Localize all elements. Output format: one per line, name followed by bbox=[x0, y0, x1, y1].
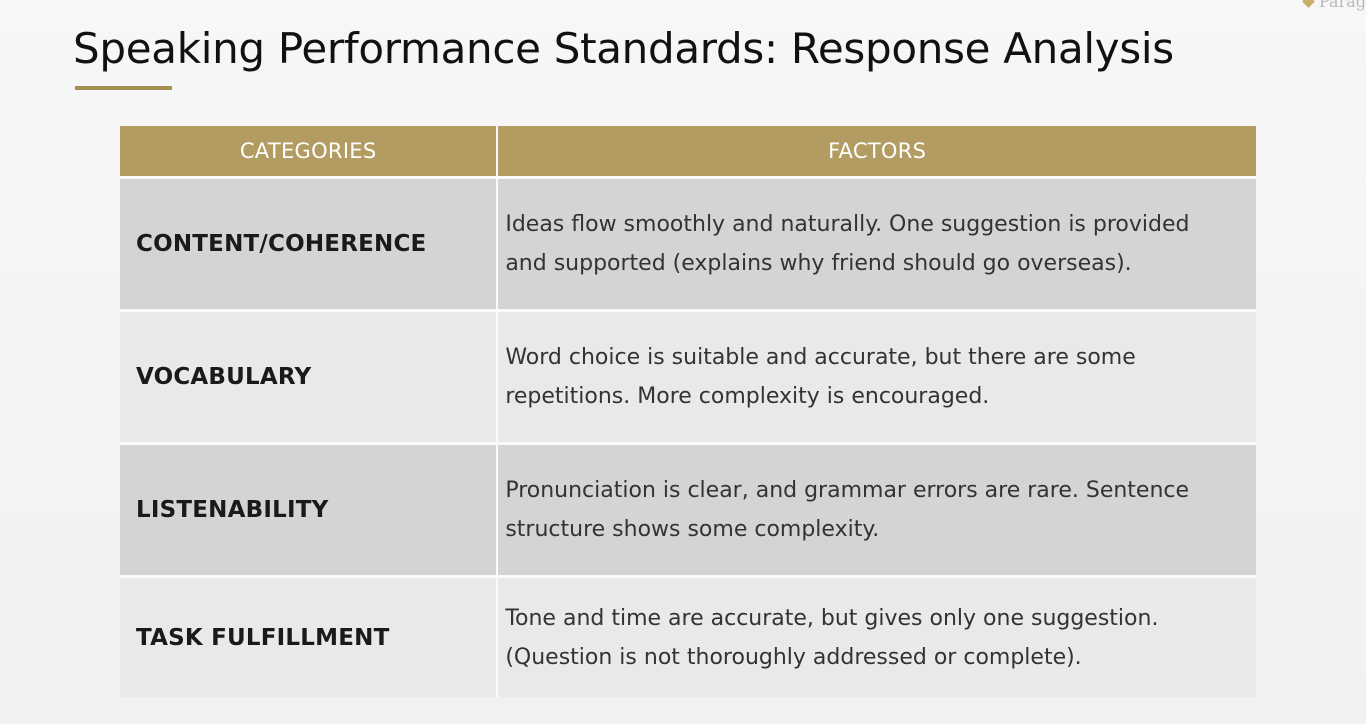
header-factors: FACTORS bbox=[828, 139, 927, 163]
category-cell: TASK FULFILLMENT bbox=[136, 624, 390, 651]
column-divider bbox=[496, 312, 499, 442]
row-separator bbox=[120, 575, 1256, 578]
row-separator bbox=[120, 442, 1256, 445]
header-categories: CATEGORIES bbox=[239, 139, 377, 163]
table-row: LISTENABILITY Pronunciation is clear, an… bbox=[120, 445, 1256, 575]
category-cell: LISTENABILITY bbox=[136, 497, 329, 523]
row-separator bbox=[120, 309, 1256, 312]
factors-cell: Word choice is suitable and accurate, bu… bbox=[505, 345, 1136, 409]
column-divider bbox=[496, 445, 499, 575]
table-row: TASK FULFILLMENT Tone and time are accur… bbox=[120, 578, 1256, 697]
factors-cell: Tone and time are accurate, but gives on… bbox=[505, 605, 1159, 670]
diamond-icon bbox=[1302, 0, 1315, 8]
category-cell: CONTENT/COHERENCE bbox=[136, 231, 427, 257]
brand-logo-text: Parag bbox=[1318, 0, 1366, 11]
table-header-row: CATEGORIES FACTORS bbox=[120, 126, 1256, 176]
header-divider bbox=[496, 126, 499, 176]
table-row: CONTENT/COHERENCE Ideas flow smoothly an… bbox=[120, 179, 1256, 309]
page-title: Speaking Performance Standards: Response… bbox=[73, 24, 1174, 73]
row-separator bbox=[120, 176, 1256, 179]
table-row: VOCABULARY Word choice is suitable and a… bbox=[120, 312, 1256, 442]
brand-logo: Parag bbox=[1302, 0, 1366, 11]
factors-cell: Pronunciation is clear, and grammar erro… bbox=[505, 478, 1190, 542]
standards-table: CATEGORIES FACTORS CONTENT/COHERENCE Ide… bbox=[120, 126, 1256, 697]
factors-cell: Ideas flow smoothly and naturally. One s… bbox=[505, 212, 1190, 276]
column-divider bbox=[496, 578, 499, 697]
category-cell: VOCABULARY bbox=[136, 364, 312, 390]
title-underline bbox=[75, 86, 172, 90]
column-divider bbox=[496, 179, 499, 309]
